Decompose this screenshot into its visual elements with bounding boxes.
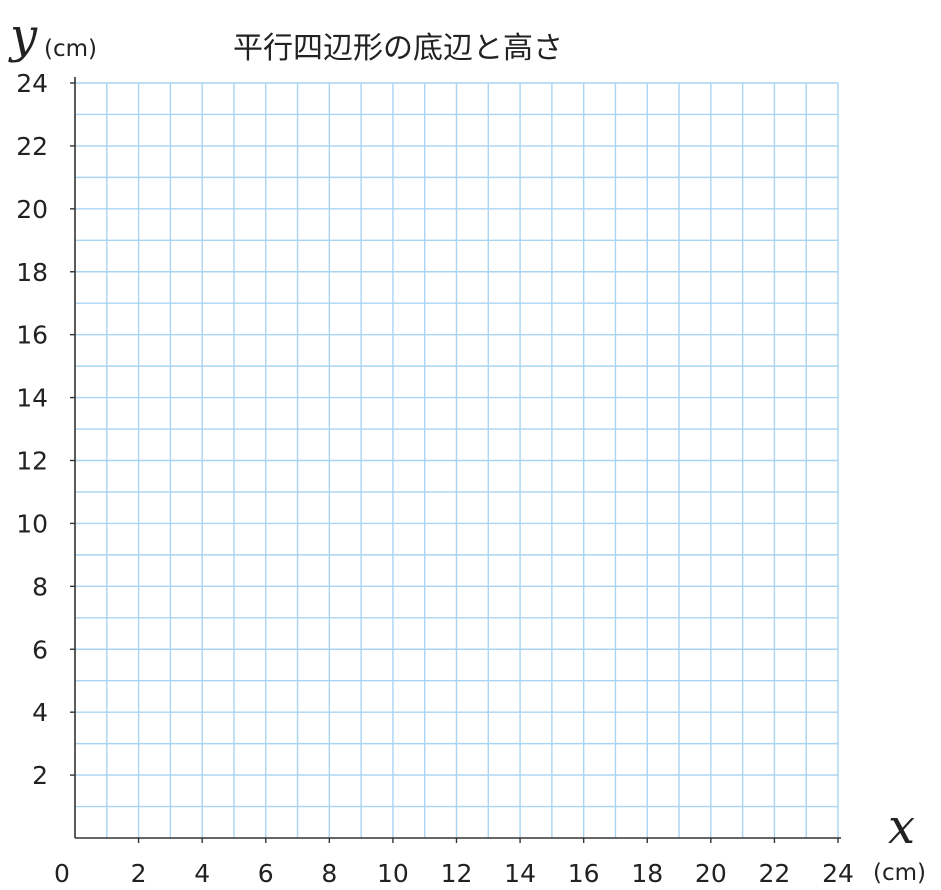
x-tick-label: 6	[258, 859, 274, 888]
y-tick-label: 12	[16, 447, 48, 476]
y-tick-label: 2	[32, 761, 48, 790]
y-tick-label: 24	[16, 69, 48, 98]
y-tick-label: 8	[32, 572, 48, 601]
x-tick-label: 14	[504, 859, 536, 888]
x-tick-label: 2	[131, 859, 147, 888]
y-axis-unit: (cm)	[44, 36, 97, 62]
x-tick-label: 24	[822, 859, 854, 888]
axes	[70, 77, 841, 843]
x-tick-label: 12	[441, 859, 473, 888]
origin-label: 0	[54, 859, 70, 888]
x-tick-label: 4	[194, 859, 210, 888]
grid	[75, 82, 839, 838]
y-tick-label: 20	[16, 195, 48, 224]
y-tick-label: 22	[16, 132, 48, 161]
y-tick-label: 6	[32, 635, 48, 664]
x-tick-label: 22	[759, 859, 791, 888]
x-axis-label: x	[888, 799, 915, 855]
y-tick-label: 10	[16, 509, 48, 538]
x-tick-label: 20	[695, 859, 727, 888]
x-tick-label: 18	[631, 859, 663, 888]
x-tick-label: 10	[377, 859, 409, 888]
y-tick-label: 4	[32, 698, 48, 727]
x-tick-labels: 2 4 6 8 10 12 14 16 18 20 22 24	[131, 859, 854, 888]
x-tick-label: 8	[321, 859, 337, 888]
chart-title: 平行四辺形の底辺と高さ	[233, 31, 563, 66]
x-tick-label: 16	[568, 859, 600, 888]
y-tick-label: 18	[16, 258, 48, 287]
y-tick-label: 16	[16, 321, 48, 350]
y-tick-label: 14	[16, 384, 48, 413]
y-axis-label: y	[8, 8, 38, 64]
x-axis-unit: (cm)	[873, 860, 926, 886]
